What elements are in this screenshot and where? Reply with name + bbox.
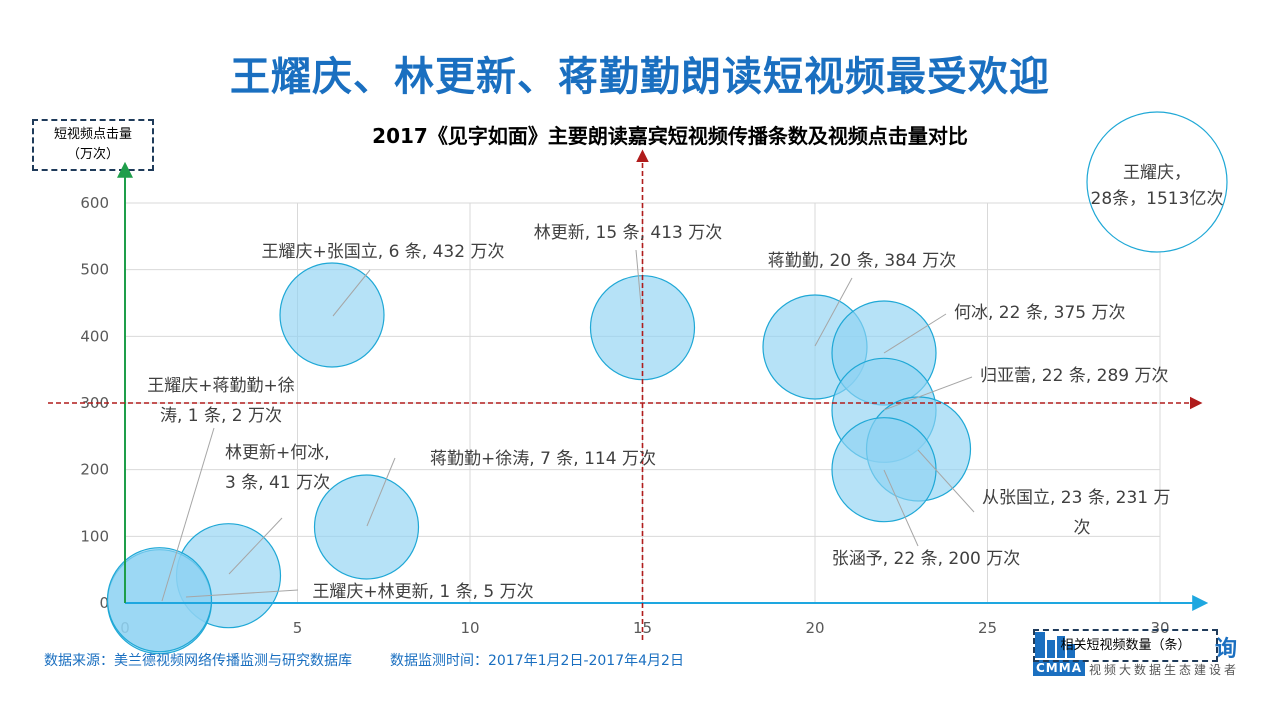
data-label-6: 张涵予, 22 条, 200 万次 <box>832 549 1021 569</box>
x-tick-label-6: 30 <box>1150 619 1169 637</box>
y-axis-label-line-2: （万次） <box>66 147 119 162</box>
bubble-7 <box>313 474 420 580</box>
leader-line-0 <box>332 269 371 317</box>
leader-line-5 <box>917 449 975 513</box>
data-label-7: 蒋勤勤+徐涛, 7 条, 114 万次 <box>430 449 656 469</box>
leader-line-1 <box>635 249 643 317</box>
logo-mark-icon <box>1035 632 1075 658</box>
leader-line-3 <box>883 313 947 354</box>
cmma-logo: CMMA 视频大数据生态建设者 询 <box>1033 630 1243 680</box>
leader-line-6 <box>883 469 919 547</box>
footer-period: 数据监测时间：2017年1月2日-2017年4月2日 <box>390 653 684 669</box>
y-tick-label-2: 200 <box>80 461 109 479</box>
y-tick-label-3: 300 <box>80 394 109 412</box>
y-tick-label-1: 100 <box>80 527 109 545</box>
data-label-8-line-2: 3 条, 41 万次 <box>225 473 330 493</box>
bubble-10 <box>106 547 213 653</box>
data-label-0: 王耀庆+张国立, 6 条, 432 万次 <box>262 242 505 262</box>
y-tick-label-5: 500 <box>80 261 109 279</box>
y-axis-label-line-1: 短视频点击量 <box>53 127 132 142</box>
logo-cmma-text: CMMA <box>1033 660 1085 676</box>
y-tick-label-6: 600 <box>80 194 109 212</box>
x-axis-label-box: 相关短视频数量（条） <box>1033 629 1218 662</box>
x-tick-label-4: 20 <box>805 619 824 637</box>
data-label-5-line-2: 次 <box>1074 518 1091 538</box>
bubble-0 <box>279 262 385 368</box>
y-axis-label-box: 短视频点击量 （万次） <box>32 119 154 171</box>
x-tick-label-1: 5 <box>293 619 303 637</box>
x-axis-label: 相关短视频数量（条） <box>1060 638 1191 653</box>
x-tick-label-5: 25 <box>978 619 997 637</box>
leader-line-7 <box>366 457 396 527</box>
outlier-label-line-1: 王耀庆， <box>1123 163 1191 183</box>
data-label-10: 王耀庆+林更新, 1 条, 5 万次 <box>312 582 533 602</box>
leader-line-2 <box>814 277 853 347</box>
leader-line-9 <box>161 427 215 602</box>
data-label-9: 王耀庆+蒋勤勤+徐 <box>147 376 295 396</box>
logo-slogan: 视频大数据生态建设者 <box>1089 663 1240 677</box>
leader-line-8 <box>228 517 283 575</box>
y-tick-label-4: 400 <box>80 327 109 345</box>
outlier-label-line-2: 28条，1513亿次 <box>1091 189 1224 209</box>
logo-mark-glyph: 询 <box>1215 637 1238 662</box>
outlier-bubble <box>1086 111 1228 253</box>
x-tick-label-2: 10 <box>460 619 479 637</box>
footer-source: 数据来源：美兰德视频网络传播监测与研究数据库 <box>44 653 352 669</box>
page-title: 王耀庆、林更新、蒋勤勤朗读短视频最受欢迎 <box>230 54 1050 100</box>
data-label-5: 从张国立, 23 条, 231 万 <box>982 488 1171 508</box>
data-label-3: 何冰, 22 条, 375 万次 <box>954 303 1126 323</box>
data-label-8: 林更新+何冰, <box>225 443 330 463</box>
data-label-2: 蒋勤勤, 20 条, 384 万次 <box>768 251 957 271</box>
leader-line-10 <box>185 589 299 598</box>
chart-title: 2017《见字如面》主要朗读嘉宾短视频传播条数及视频点击量对比 <box>372 124 968 148</box>
footer: 数据来源：美兰德视频网络传播监测与研究数据库 数据监测时间：2017年1月2日-2… <box>44 650 684 670</box>
data-label-4: 归亚蕾, 22 条, 289 万次 <box>980 366 1169 386</box>
leader-line-4 <box>883 376 973 411</box>
data-label-9-line-2: 涛, 1 条, 2 万次 <box>160 406 282 426</box>
data-label-1: 林更新, 15 条, 413 万次 <box>534 223 723 243</box>
y-tick-label-0: 0 <box>99 594 109 612</box>
bubble-6 <box>831 417 937 523</box>
